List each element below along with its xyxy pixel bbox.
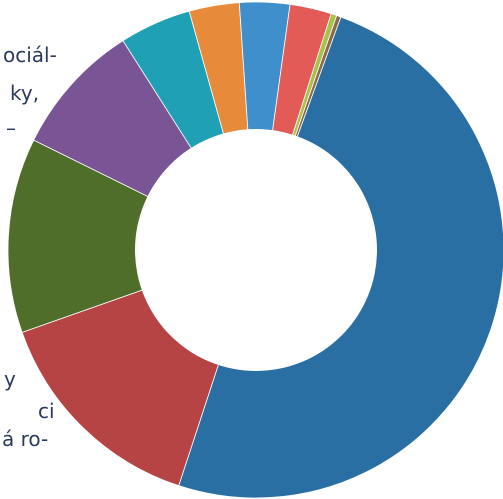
- text-fragment-1: ociál-: [3, 43, 57, 67]
- donut-hole: [135, 129, 377, 371]
- text-fragment-3: –: [6, 116, 16, 140]
- text-fragment-2: ky,: [10, 81, 39, 105]
- pie-slice-3: [7, 139, 258, 333]
- text-fragment-5: ci: [38, 399, 55, 423]
- text-fragment-6: á ro-: [2, 427, 48, 451]
- text-fragment-4: y: [4, 367, 16, 391]
